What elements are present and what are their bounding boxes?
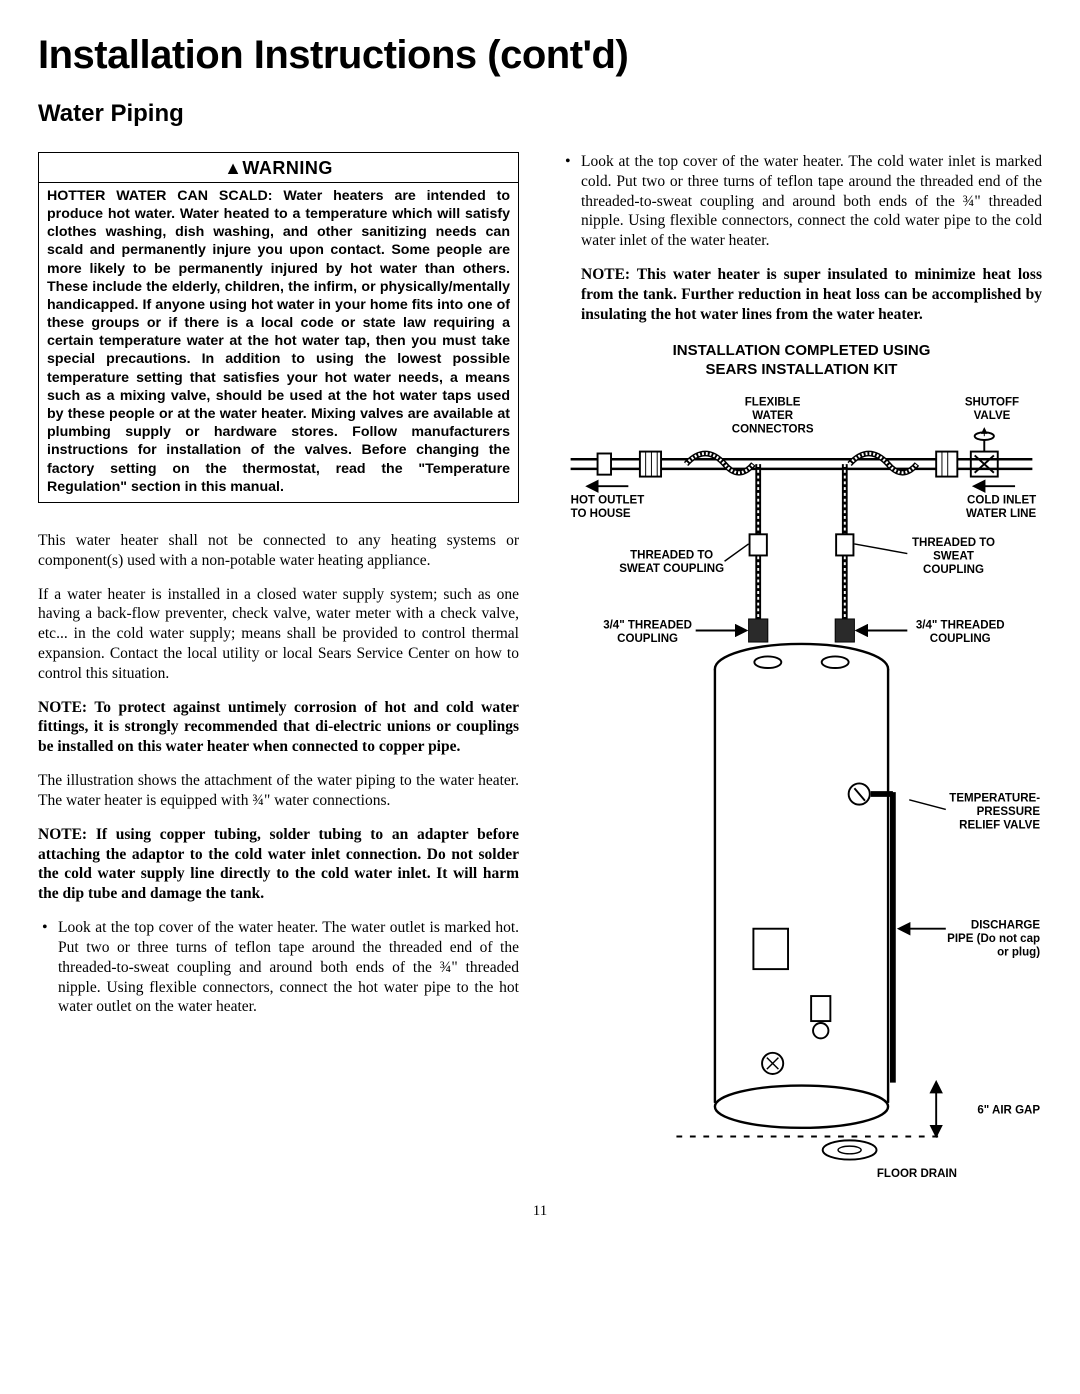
content-columns: ▲WARNING HOTTER WATER CAN SCALD: Water h… (38, 152, 1042, 1188)
svg-text:RELIEF VALVE: RELIEF VALVE (959, 819, 1040, 831)
left-bullet-1: Look at the top cover of the water heate… (38, 918, 519, 1017)
left-note-2: NOTE: If using copper tubing, solder tub… (38, 825, 519, 904)
svg-text:FLEXIBLE: FLEXIBLE (745, 396, 801, 408)
installation-diagram: FLEXIBLE WATER CONNECTORS SHUTOFF VALVE (561, 390, 1042, 1188)
warning-body: HOTTER WATER CAN SCALD: Water heaters ar… (39, 183, 518, 502)
svg-text:SHUTOFF: SHUTOFF (965, 396, 1019, 408)
svg-text:HOT OUTLET: HOT OUTLET (571, 494, 645, 506)
svg-text:WATER LINE: WATER LINE (966, 508, 1037, 520)
svg-text:3/4" THREADED: 3/4" THREADED (916, 619, 1005, 631)
left-column: ▲WARNING HOTTER WATER CAN SCALD: Water h… (38, 152, 519, 1188)
page-title: Installation Instructions (cont'd) (38, 30, 1042, 81)
right-bullet-list: Look at the top cover of the water heate… (561, 152, 1042, 251)
svg-text:COLD INLET: COLD INLET (967, 494, 1036, 506)
svg-text:COUPLING: COUPLING (923, 563, 984, 575)
warning-box: ▲WARNING HOTTER WATER CAN SCALD: Water h… (38, 152, 519, 503)
section-title: Water Piping (38, 99, 1042, 130)
svg-text:or plug): or plug) (997, 946, 1040, 958)
page-number: 11 (38, 1202, 1042, 1221)
warning-heading: ▲WARNING (39, 153, 518, 183)
right-bullet-1: Look at the top cover of the water heate… (561, 152, 1042, 251)
svg-text:TO HOUSE: TO HOUSE (571, 508, 631, 520)
svg-text:CONNECTORS: CONNECTORS (732, 423, 814, 435)
svg-text:WATER: WATER (752, 409, 793, 421)
left-paragraph-3: The illustration shows the attachment of… (38, 771, 519, 811)
svg-text:COUPLING: COUPLING (617, 633, 678, 645)
svg-text:TEMPERATURE-: TEMPERATURE- (949, 792, 1040, 804)
svg-text:FLOOR DRAIN: FLOOR DRAIN (877, 1167, 957, 1179)
left-bullet-list: Look at the top cover of the water heate… (38, 918, 519, 1017)
warning-triangle-icon: ▲ (224, 158, 242, 178)
svg-text:DISCHARGE: DISCHARGE (971, 919, 1041, 931)
diagram-title: INSTALLATION COMPLETED USING SEARS INSTA… (561, 341, 1042, 380)
svg-text:6" AIR GAP: 6" AIR GAP (977, 1104, 1040, 1116)
svg-text:VALVE: VALVE (974, 409, 1011, 421)
svg-text:PIPE (Do not cap: PIPE (Do not cap (947, 933, 1040, 945)
svg-text:COUPLING: COUPLING (930, 633, 991, 645)
right-note-1: NOTE: This water heater is super insulat… (561, 265, 1042, 324)
left-paragraph-2: If a water heater is installed in a clos… (38, 585, 519, 684)
svg-text:SWEAT: SWEAT (933, 550, 974, 562)
diagram-title-line1: INSTALLATION COMPLETED USING (673, 342, 931, 359)
svg-text:THREADED TO: THREADED TO (630, 549, 713, 561)
svg-text:SWEAT COUPLING: SWEAT COUPLING (619, 562, 724, 574)
svg-text:PRESSURE: PRESSURE (977, 806, 1041, 818)
left-paragraph-1: This water heater shall not be connected… (38, 531, 519, 571)
left-note-1: NOTE: To protect against untimely corros… (38, 698, 519, 757)
right-column: Look at the top cover of the water heate… (561, 152, 1042, 1188)
diagram-title-line2: SEARS INSTALLATION KIT (706, 361, 898, 378)
svg-text:3/4" THREADED: 3/4" THREADED (603, 619, 692, 631)
warning-heading-text: WARNING (242, 158, 333, 178)
svg-text:THREADED TO: THREADED TO (912, 536, 995, 548)
